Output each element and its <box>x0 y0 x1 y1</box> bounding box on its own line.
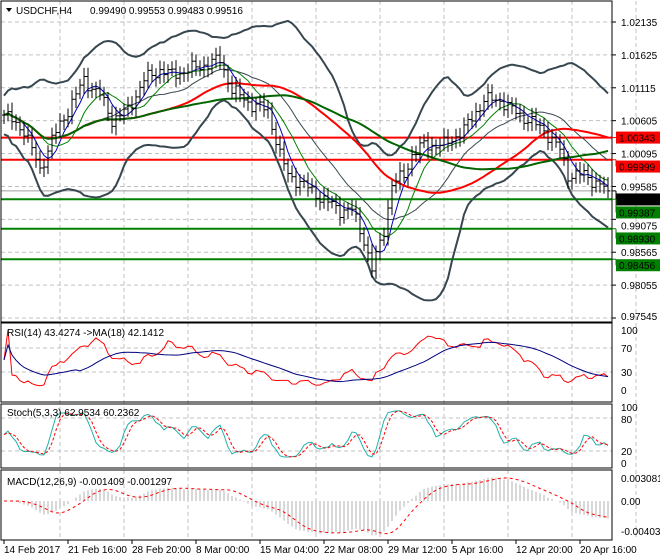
time-tick-label: 8 Mar 00:00 <box>196 545 250 556</box>
macd-panel: 0.003081 0.00 -0.004036 <box>3 474 660 538</box>
time-tick-label: 21 Feb 16:00 <box>68 545 127 556</box>
symbol-header: USDCHF,H4 <box>16 6 73 17</box>
price-tick-label: 1.01625 <box>621 51 658 62</box>
price-level-label: 1.00343 <box>619 134 656 145</box>
price-tick-label: 0.98565 <box>621 248 658 259</box>
price-level-label: 0.98456 <box>619 261 656 272</box>
indicator-tick-label: 80 <box>621 415 633 426</box>
indicator-tick-label: 100 <box>621 326 638 337</box>
price-level-badge <box>616 232 660 245</box>
rsi-ma-line <box>3 341 609 383</box>
rsi-panel: 100 70 30 0 <box>1 326 638 397</box>
bollinger-upper <box>3 19 609 157</box>
price-overlays <box>3 19 609 302</box>
indicator-tick-label: 70 <box>621 344 633 355</box>
price-tick-label: 1.01115 <box>621 84 656 95</box>
time-tick-label: 29 Mar 12:00 <box>388 545 447 556</box>
indicator-tick-label: 100 <box>621 403 638 414</box>
time-tick-label: 5 Apr 16:00 <box>452 545 504 556</box>
price-level-badge <box>616 259 660 272</box>
stoch-label: Stoch(5,3,3) 62.9534 60.2362 <box>7 408 140 419</box>
ma-green <box>3 64 609 237</box>
price-tick-label: 0.98055 <box>621 281 658 292</box>
price-tick-label: 1.00605 <box>621 117 658 128</box>
panel-frame <box>0 0 613 323</box>
stoch-main-line <box>3 410 609 458</box>
bollinger-middle <box>3 68 609 221</box>
price-level-badge <box>616 131 660 144</box>
price-axis[interactable]: 1.02135 1.01625 1.01115 1.00605 1.00343 1.000… <box>612 18 660 323</box>
price-tick-label: 1.02135 <box>621 18 658 29</box>
price-tick-label: 0.97545 <box>621 312 658 323</box>
indicator-tick-label: 0 <box>621 459 627 470</box>
price-level-label: 0.99999 <box>619 163 656 174</box>
ma-darkgreen <box>3 94 609 171</box>
time-tick-label: 28 Feb 20:00 <box>132 545 191 556</box>
price-level-badge <box>616 206 660 219</box>
indicator-tick-label: 20 <box>621 447 633 458</box>
ohlc-header: 0.99490 0.99553 0.99483 0.99516 <box>90 6 243 17</box>
indicator-tick-label: 0 <box>621 386 627 397</box>
panel-frame <box>0 469 613 541</box>
indicator-tick-label: 0.003081 <box>621 474 660 485</box>
price-level-badge <box>616 160 660 173</box>
price-level-label: 0.99387 <box>619 208 656 219</box>
price-level-label: 0.99516 <box>619 195 656 206</box>
indicator-tick-label: -0.004036 <box>621 527 660 538</box>
price-tick-label: 0.99585 <box>621 182 658 193</box>
macd-label: MACD(12,26,9) -0.001409 -0.001297 <box>7 477 173 488</box>
stoch-signal-line <box>3 410 609 458</box>
indicator-tick-label: 0.00 <box>621 497 641 508</box>
time-axis[interactable]: 14 Feb 2017 21 Feb 16:00 28 Feb 20:00 8 Mar… <box>3 540 637 556</box>
panel-frames <box>0 0 613 541</box>
time-tick-label: 15 Mar 04:00 <box>260 545 319 556</box>
price-tick-label: 1.00095 <box>621 150 658 161</box>
rsi-label: RSI(14) 43.4274 ->MA(18) 42.1412 <box>7 328 164 339</box>
price-level-label: 0.98930 <box>619 234 656 245</box>
price-level-badge <box>616 193 660 206</box>
time-tick-label: 22 Mar 08:00 <box>324 545 383 556</box>
time-tick-label: 14 Feb 2017 <box>4 545 61 556</box>
bollinger-lower <box>3 99 609 302</box>
macd-signal-line <box>3 477 609 535</box>
price-bars <box>2 46 610 279</box>
price-tick-label: 0.99075 <box>621 221 658 232</box>
dropdown-triangle-icon[interactable] <box>6 8 12 12</box>
rsi-line <box>3 329 609 387</box>
time-tick-label: 20 Apr 16:00 <box>580 545 637 556</box>
panel-frame <box>0 403 613 469</box>
time-tick-label: 12 Apr 20:00 <box>516 545 573 556</box>
indicator-tick-label: 30 <box>621 368 633 379</box>
panel-frame <box>0 322 613 403</box>
